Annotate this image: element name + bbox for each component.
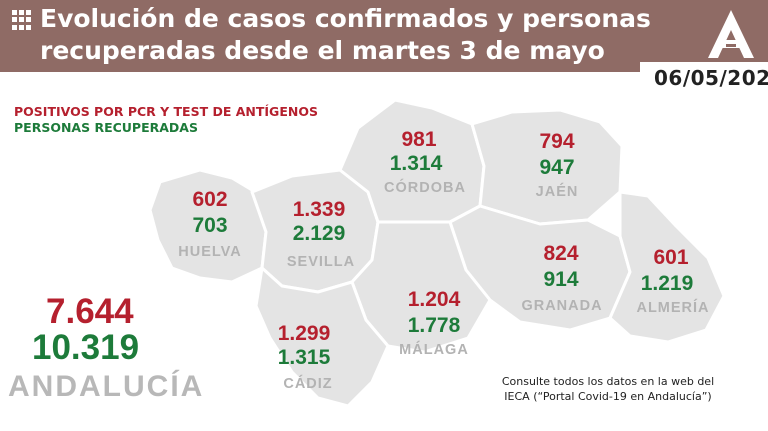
title-line-1: Evolución de casos confirmados y persona… <box>40 4 651 33</box>
almeria-positives: 601 <box>653 246 689 269</box>
title-line-2: recuperadas desde el martes 3 de mayo <box>40 36 605 65</box>
andalucia-recovered: 10.319 <box>32 328 140 367</box>
almeria-region <box>608 190 726 344</box>
source-note: Consulte todos los datos en la web del I… <box>501 375 715 403</box>
grid-icon <box>12 10 32 30</box>
malaga-name: MÁLAGA <box>399 342 469 358</box>
granada-positives: 824 <box>543 242 579 265</box>
cordoba-name: CÓRDOBA <box>384 180 466 196</box>
huelva-recovered: 703 <box>192 214 228 237</box>
almeria-recovered: 1.219 <box>640 272 694 295</box>
andalucia-positives: 7.644 <box>46 292 134 331</box>
jaen-recovered: 947 <box>539 156 575 179</box>
date-box <box>640 62 768 102</box>
legend-recovered: PERSONAS RECUPERADAS <box>14 120 198 135</box>
cadiz-recovered: 1.315 <box>277 346 331 369</box>
cordoba-positives: 981 <box>401 128 437 151</box>
cadiz-positives: 1.299 <box>277 322 331 345</box>
granada-name: GRANADA <box>521 298 603 314</box>
sevilla-recovered: 2.129 <box>292 222 346 245</box>
huelva-region <box>148 168 268 284</box>
header-bar: Evolución de casos confirmados y persona… <box>0 0 768 72</box>
report-date: 06/05/2022 <box>654 66 768 90</box>
malaga-region <box>350 220 492 354</box>
cadiz-region <box>254 266 390 408</box>
sevilla-name: SEVILLA <box>286 254 356 270</box>
almeria-name: ALMERÍA <box>636 300 710 316</box>
legend-positives: POSITIVOS POR PCR Y TEST DE ANTÍGENOS <box>14 104 318 119</box>
jaen-positives: 794 <box>539 130 575 153</box>
malaga-recovered: 1.778 <box>407 314 461 337</box>
junta-andalucia-logo-icon <box>708 10 754 58</box>
andalucia-name: ANDALUCÍA <box>8 370 205 403</box>
sevilla-positives: 1.339 <box>292 198 346 221</box>
huelva-name: HUELVA <box>178 244 242 260</box>
jaen-region <box>470 108 624 226</box>
cadiz-name: CÁDIZ <box>283 376 333 392</box>
granada-recovered: 914 <box>543 268 579 291</box>
malaga-positives: 1.204 <box>407 288 461 311</box>
huelva-positives: 602 <box>192 188 228 211</box>
cordoba-recovered: 1.314 <box>389 152 443 175</box>
jaen-name: JAÉN <box>535 184 579 200</box>
